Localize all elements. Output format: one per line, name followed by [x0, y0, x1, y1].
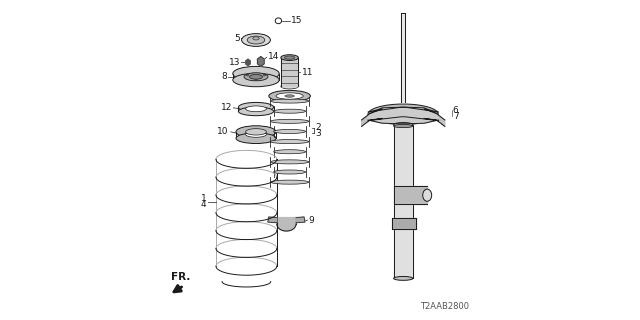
Text: 4: 4 [201, 200, 206, 209]
Ellipse shape [271, 119, 309, 124]
Text: 2: 2 [316, 123, 321, 132]
Ellipse shape [274, 130, 306, 133]
Ellipse shape [236, 126, 276, 138]
Ellipse shape [271, 180, 309, 184]
Ellipse shape [281, 55, 298, 60]
Text: 14: 14 [268, 52, 279, 61]
Ellipse shape [253, 37, 259, 40]
Ellipse shape [394, 124, 413, 128]
Ellipse shape [394, 123, 413, 127]
Polygon shape [394, 125, 413, 278]
Text: 8: 8 [221, 72, 227, 81]
Ellipse shape [271, 99, 309, 103]
Ellipse shape [239, 102, 274, 112]
Polygon shape [401, 13, 405, 102]
Text: 3: 3 [316, 129, 321, 138]
Ellipse shape [247, 36, 265, 44]
Text: 7: 7 [453, 112, 458, 121]
Ellipse shape [239, 107, 274, 116]
Text: 5: 5 [234, 34, 240, 43]
Ellipse shape [255, 79, 257, 81]
Ellipse shape [233, 73, 279, 87]
Ellipse shape [285, 95, 294, 97]
Polygon shape [296, 217, 305, 223]
Ellipse shape [281, 84, 298, 89]
Ellipse shape [271, 160, 309, 164]
Ellipse shape [274, 170, 306, 174]
Polygon shape [362, 107, 445, 126]
Ellipse shape [368, 104, 438, 124]
Text: T2AAB2800: T2AAB2800 [420, 302, 468, 311]
Ellipse shape [242, 34, 270, 46]
Text: 1: 1 [201, 194, 206, 203]
Text: 10: 10 [218, 127, 229, 136]
Ellipse shape [250, 75, 262, 79]
Text: 13: 13 [228, 58, 240, 67]
Text: 12: 12 [221, 103, 232, 112]
Ellipse shape [274, 109, 306, 113]
Text: 11: 11 [302, 68, 313, 76]
Ellipse shape [269, 91, 310, 102]
Text: FR.: FR. [171, 272, 191, 282]
Polygon shape [277, 218, 296, 231]
Ellipse shape [275, 18, 282, 24]
Polygon shape [268, 217, 277, 223]
Ellipse shape [284, 56, 295, 59]
Polygon shape [281, 58, 298, 86]
Polygon shape [392, 218, 416, 229]
Text: 15: 15 [291, 16, 303, 25]
Ellipse shape [276, 93, 303, 99]
Text: 6: 6 [453, 106, 458, 115]
Text: 9: 9 [309, 216, 314, 225]
Ellipse shape [246, 75, 249, 76]
Ellipse shape [233, 67, 279, 81]
Polygon shape [257, 57, 264, 66]
Ellipse shape [246, 132, 266, 137]
Ellipse shape [246, 129, 266, 135]
Ellipse shape [263, 75, 266, 76]
Ellipse shape [394, 276, 413, 280]
Polygon shape [246, 59, 250, 66]
Ellipse shape [274, 150, 306, 154]
Polygon shape [394, 186, 428, 204]
Ellipse shape [246, 106, 266, 112]
Ellipse shape [236, 133, 276, 144]
Polygon shape [368, 107, 438, 124]
Ellipse shape [244, 73, 268, 81]
Ellipse shape [271, 140, 309, 144]
Ellipse shape [423, 189, 432, 201]
